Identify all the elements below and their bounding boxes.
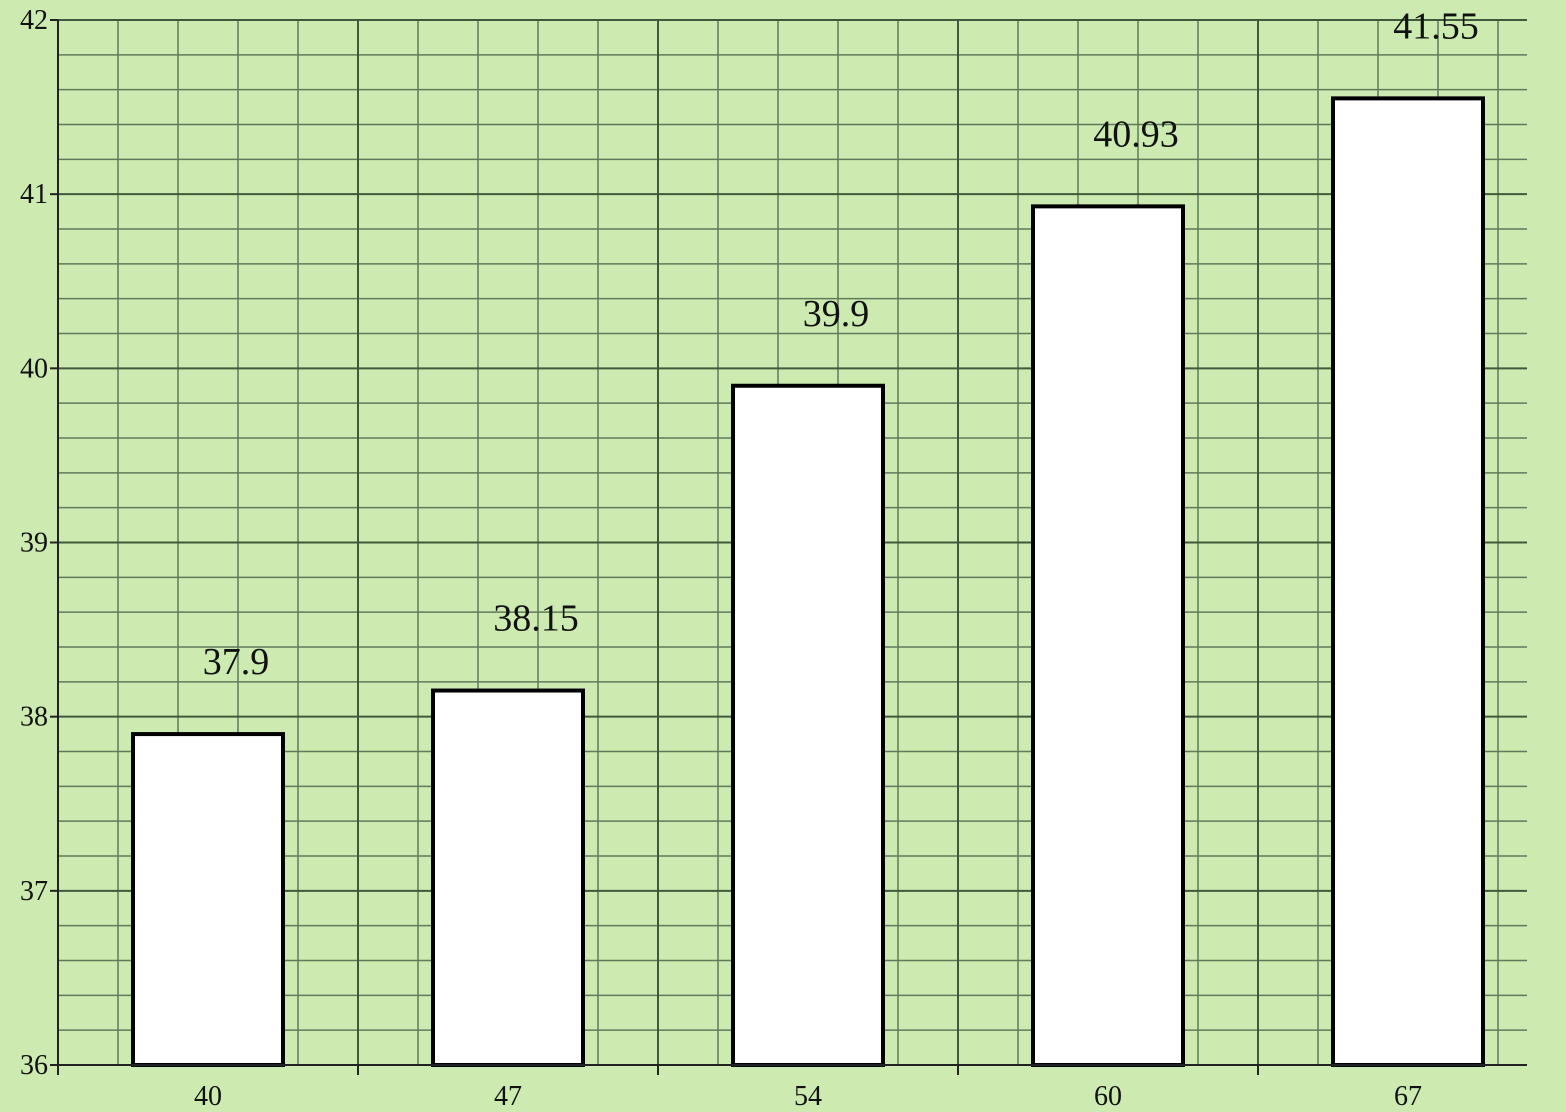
- x-tick-label-54: 54: [794, 1081, 822, 1112]
- y-tick-label-40: 40: [20, 353, 48, 384]
- bar-67: [1331, 96, 1485, 1067]
- data-label-40: 37.9: [203, 641, 270, 683]
- y-tick-label-41: 41: [20, 179, 48, 210]
- data-label-47: 38.15: [493, 598, 579, 640]
- y-tick-labels: 36 37 38 39 40 41 42: [20, 5, 48, 1081]
- x-tick-label-40: 40: [194, 1081, 222, 1112]
- bars-group: [131, 96, 1485, 1068]
- x-tick-label-60: 60: [1094, 1081, 1122, 1112]
- y-tick-label-42: 42: [20, 5, 48, 36]
- bar-54: [731, 383, 885, 1067]
- y-tick-label-36: 36: [20, 1050, 48, 1081]
- x-tick-label-67: 67: [1394, 1081, 1422, 1112]
- data-label-54: 39.9: [803, 293, 870, 335]
- data-label-67: 41.55: [1393, 5, 1479, 47]
- x-tick-labels: 40 47 54 60 67: [194, 1081, 1422, 1112]
- bar-40: [131, 732, 285, 1067]
- data-labels-group: 37.9 38.15 39.9 40.93 41.55: [203, 5, 1479, 683]
- x-tick-label-47: 47: [494, 1081, 522, 1112]
- y-tick-label-38: 38: [20, 702, 48, 733]
- y-tick-label-39: 39: [20, 528, 48, 559]
- axes-group: [50, 19, 1527, 1075]
- bar-47: [431, 688, 585, 1068]
- bar-60: [1031, 204, 1185, 1067]
- y-tick-label-37: 37: [20, 876, 48, 907]
- data-label-60: 40.93: [1093, 113, 1179, 155]
